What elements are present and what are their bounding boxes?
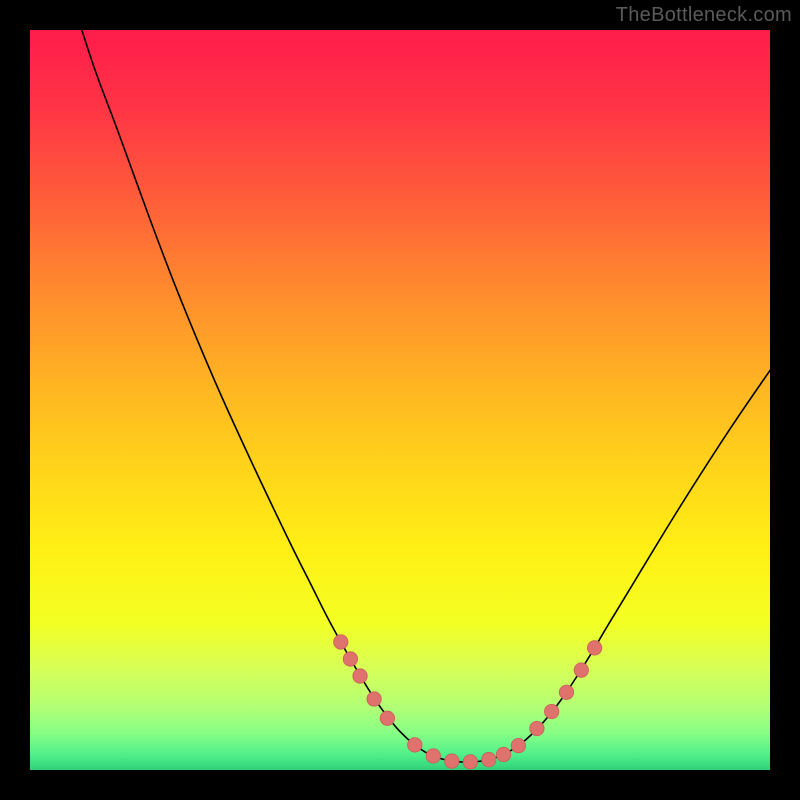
marker-point bbox=[482, 752, 496, 766]
marker-point bbox=[511, 738, 525, 752]
marker-point bbox=[445, 754, 459, 768]
plot-area bbox=[30, 30, 770, 770]
marker-point bbox=[559, 685, 573, 699]
stage: TheBottleneck.com bbox=[0, 0, 800, 800]
marker-point bbox=[496, 747, 510, 761]
marker-point bbox=[408, 738, 422, 752]
marker-points bbox=[30, 30, 770, 770]
marker-point bbox=[574, 663, 588, 677]
marker-point bbox=[530, 721, 544, 735]
marker-point bbox=[545, 704, 559, 718]
marker-point bbox=[380, 711, 394, 725]
marker-point bbox=[343, 652, 357, 666]
marker-point bbox=[587, 641, 601, 655]
marker-point bbox=[463, 755, 477, 769]
marker-point bbox=[426, 749, 440, 763]
marker-point bbox=[353, 669, 367, 683]
watermark-text: TheBottleneck.com bbox=[616, 4, 792, 27]
marker-point bbox=[367, 692, 381, 706]
marker-point bbox=[334, 635, 348, 649]
